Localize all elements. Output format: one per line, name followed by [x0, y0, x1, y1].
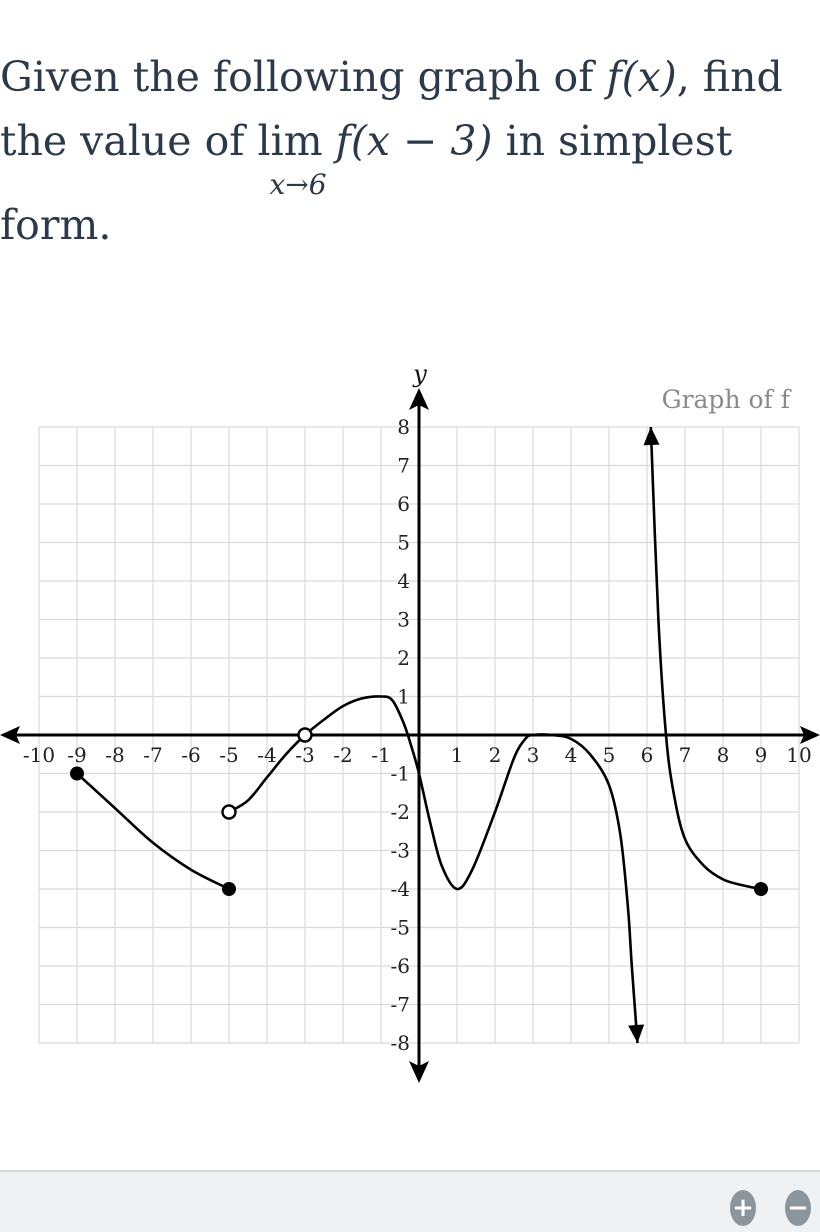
limit-operator: lim x→6 — [258, 121, 327, 199]
y-tick-label: -6 — [391, 954, 410, 978]
zoom-out-button[interactable]: − — [785, 1190, 811, 1226]
question-line-1: Given the following graph of f(x), find — [0, 57, 783, 98]
x-tick-label: -9 — [67, 743, 86, 767]
x-axis-right-arrow — [800, 726, 820, 744]
function-notation: f(x) — [606, 53, 677, 101]
x-tick-label: 5 — [603, 743, 616, 767]
x-tick-label: -4 — [257, 743, 276, 767]
y-tick-label: 7 — [397, 454, 410, 478]
x-tick-label: 7 — [679, 743, 692, 767]
y-tick-label: -3 — [391, 839, 410, 863]
x-tick-label: -7 — [143, 743, 162, 767]
y-tick-label: -4 — [391, 877, 410, 901]
y-axis-up-arrow — [409, 388, 429, 410]
x-tick-label: 6 — [641, 743, 654, 767]
x-tick-label: -6 — [181, 743, 200, 767]
plus-icon: + — [732, 1193, 754, 1223]
y-tick-label: -8 — [391, 1031, 410, 1055]
question-line-3: form. — [0, 201, 112, 249]
curve-arrow-icon — [628, 1024, 645, 1043]
x-tick-label: -10 — [23, 743, 55, 767]
function-curve — [76, 772, 230, 891]
axes — [0, 388, 820, 1083]
closed-point — [754, 882, 768, 896]
minus-icon: − — [787, 1193, 809, 1223]
x-tick-label: -5 — [219, 743, 238, 767]
x-tick-label: 3 — [527, 743, 540, 767]
limit-expression: f(x − 3) — [335, 117, 493, 165]
open-point — [297, 727, 313, 743]
y-tick-label: 4 — [397, 569, 410, 593]
bottom-toolbar: + − — [0, 1170, 820, 1232]
tick-labels: -10 -9 -8 -7 -6 -5 -4 -3 -2 -1 1 2 3 4 5 6 7 8 9 10 8 7 6 5 4 3 2 1… — [23, 415, 812, 1055]
question-text: , find — [676, 53, 783, 101]
curves — [70, 426, 768, 1044]
question-text: the value of — [0, 117, 258, 165]
x-tick-label: 4 — [565, 743, 578, 767]
x-tick-label: 1 — [451, 743, 464, 767]
chart-title: Graph of f — [662, 385, 792, 414]
x-tick-label: -8 — [105, 743, 124, 767]
y-tick-label: 5 — [397, 531, 410, 555]
x-tick-label: 9 — [755, 743, 768, 767]
function-curve — [228, 695, 639, 1044]
y-tick-label: 3 — [397, 608, 410, 632]
x-tick-label: -1 — [371, 743, 390, 767]
question-text: in simplest — [492, 117, 733, 165]
zoom-in-button[interactable]: + — [730, 1190, 756, 1226]
function-curve — [649, 426, 762, 891]
x-tick-label: 8 — [717, 743, 730, 767]
x-tick-label: -3 — [295, 743, 314, 767]
y-tick-label: -7 — [391, 993, 410, 1017]
curve-arrow-icon — [643, 427, 660, 446]
y-axis-down-arrow — [409, 1061, 429, 1083]
question-line-2: the value of lim x→6 f(x − 3) in simplest — [0, 121, 732, 199]
lim-text: lim — [257, 117, 323, 165]
limit-subscript: x→6 — [269, 168, 327, 201]
y-axis-label: y — [412, 360, 427, 388]
x-tick-label: 10 — [786, 743, 811, 767]
y-tick-label: 6 — [397, 492, 410, 516]
graph-of-f: -10 -9 -8 -7 -6 -5 -4 -3 -2 -1 1 2 3 4 5 6 7 8 9 10 8 7 6 5 4 3 2 1… — [0, 360, 820, 1083]
y-tick-label: 8 — [397, 415, 410, 439]
y-tick-label: -5 — [391, 916, 410, 940]
y-tick-label: -2 — [391, 800, 410, 824]
question-text: Given the following graph of — [0, 53, 607, 101]
closed-point — [70, 766, 84, 781]
x-tick-label: -2 — [333, 743, 352, 767]
y-tick-label: 2 — [397, 646, 410, 670]
closed-point — [222, 882, 236, 896]
y-tick-label: 1 — [397, 685, 410, 709]
y-tick-label: -1 — [391, 762, 410, 786]
x-tick-label: 2 — [489, 743, 502, 767]
x-axis-left-arrow — [0, 726, 20, 744]
open-point — [221, 804, 237, 820]
